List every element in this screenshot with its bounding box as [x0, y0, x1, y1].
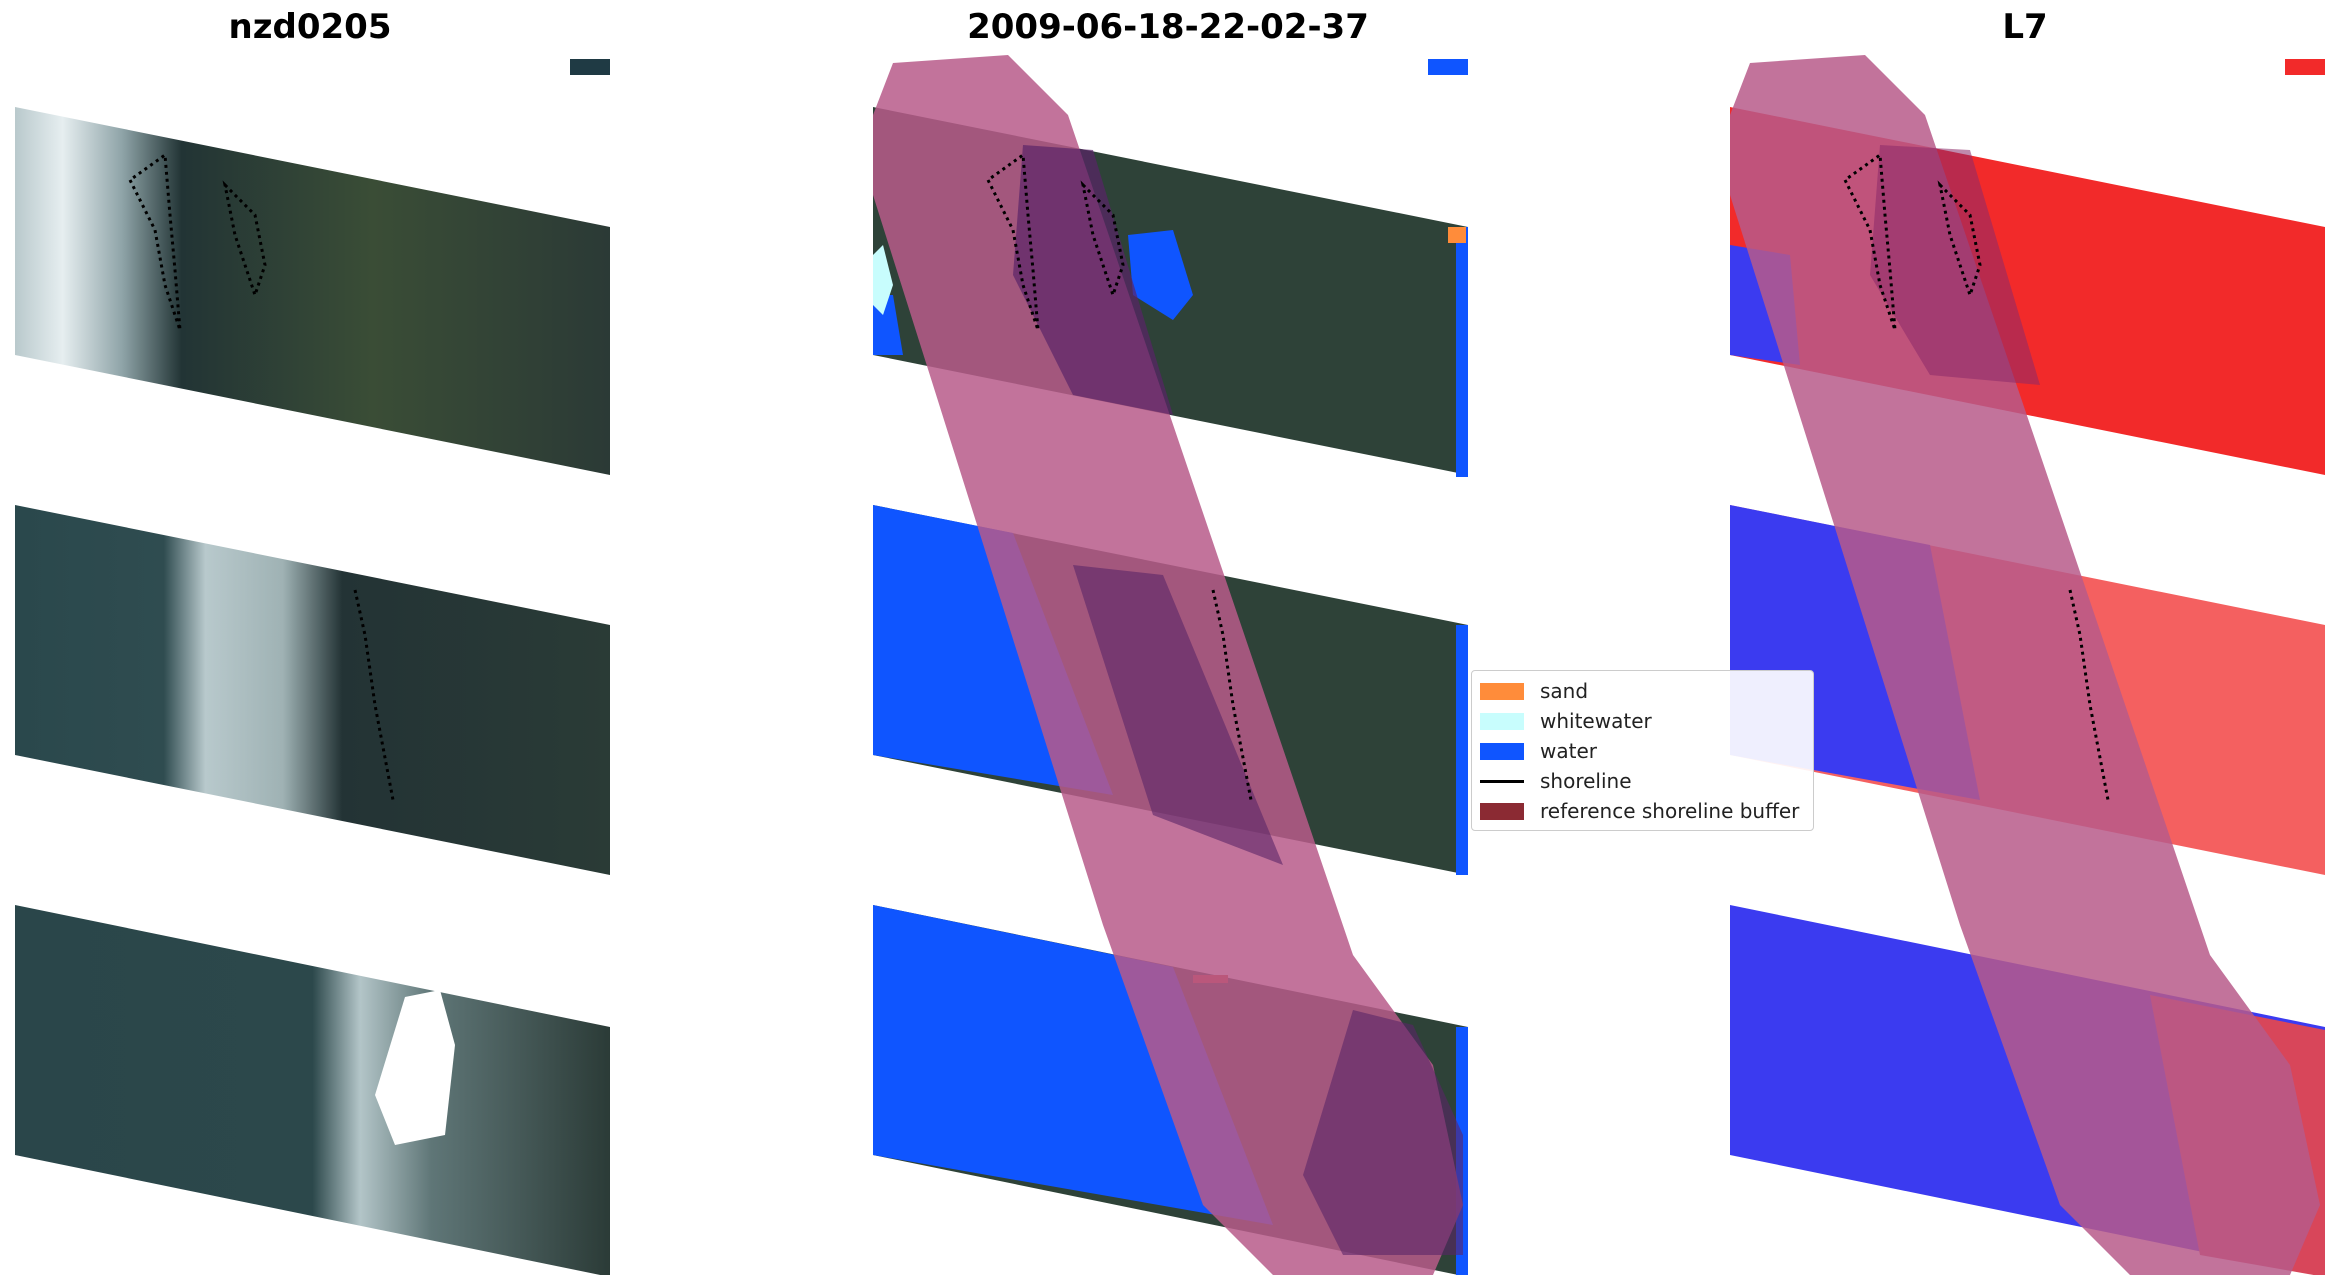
- sand-swatch: [1480, 682, 1524, 700]
- water-index-panel: [1730, 55, 2325, 1275]
- water-swatch: [1480, 742, 1524, 760]
- whitewater-swatch: [1480, 712, 1524, 730]
- legend: sand whitewater water shoreline referenc…: [1471, 670, 1814, 831]
- legend-label-sand: sand: [1540, 679, 1589, 703]
- legend-item-whitewater: whitewater: [1480, 706, 1805, 736]
- panel-title-date: 2009-06-18-22-02-37: [967, 7, 1369, 47]
- panel-title-satellite: L7: [2002, 7, 2048, 47]
- legend-item-reference-buffer: reference shoreline buffer: [1480, 796, 1805, 826]
- legend-item-sand: sand: [1480, 676, 1805, 706]
- legend-label-whitewater: whitewater: [1540, 709, 1652, 733]
- shoreline-line-swatch: [1480, 779, 1524, 783]
- legend-label-shoreline: shoreline: [1540, 769, 1632, 793]
- classification-panel: [873, 55, 1468, 1275]
- legend-label-water: water: [1540, 739, 1597, 763]
- panel-title-site: nzd0205: [228, 7, 392, 47]
- legend-label-reference-buffer: reference shoreline buffer: [1540, 799, 1800, 823]
- legend-item-water: water: [1480, 736, 1805, 766]
- legend-item-shoreline: shoreline: [1480, 766, 1805, 796]
- rgb-image-panel: [15, 59, 610, 1275]
- reference-buffer-swatch: [1480, 802, 1524, 820]
